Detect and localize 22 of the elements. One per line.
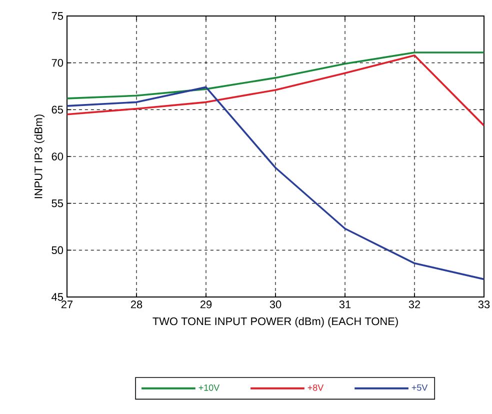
- text: +10V: [198, 384, 220, 391]
- x-tick-label: 30: [270, 300, 282, 308]
- line-series: [67, 86, 484, 280]
- text: +8V: [308, 384, 324, 391]
- y-tick-label: 55: [52, 200, 64, 208]
- y-tick-label: 75: [52, 12, 64, 20]
- y-tick-label: 70: [52, 58, 64, 67]
- x-tick-label: 27: [61, 300, 73, 308]
- line-series: [67, 52, 484, 100]
- x-tick-label: 28: [130, 300, 142, 308]
- x-tick-label: 32: [408, 300, 420, 308]
- x-tick-label: 33: [478, 300, 490, 308]
- text: +5V: [412, 384, 428, 391]
- y-tick-label: 45: [52, 293, 64, 301]
- y-tick-label: 65: [52, 106, 64, 114]
- x-tick-label: 29: [200, 300, 212, 308]
- x-tick-label: 31: [339, 300, 351, 308]
- y-tick-label: 50: [52, 246, 64, 254]
- y-axis-title: INPUT IP3 (dBm): [34, 114, 44, 198]
- y-tick-label: 60: [52, 152, 64, 160]
- x-axis-title: TWO TONE INPUT POWER (dBm) (EACH TONE): [152, 317, 398, 328]
- line-series: [67, 54, 484, 126]
